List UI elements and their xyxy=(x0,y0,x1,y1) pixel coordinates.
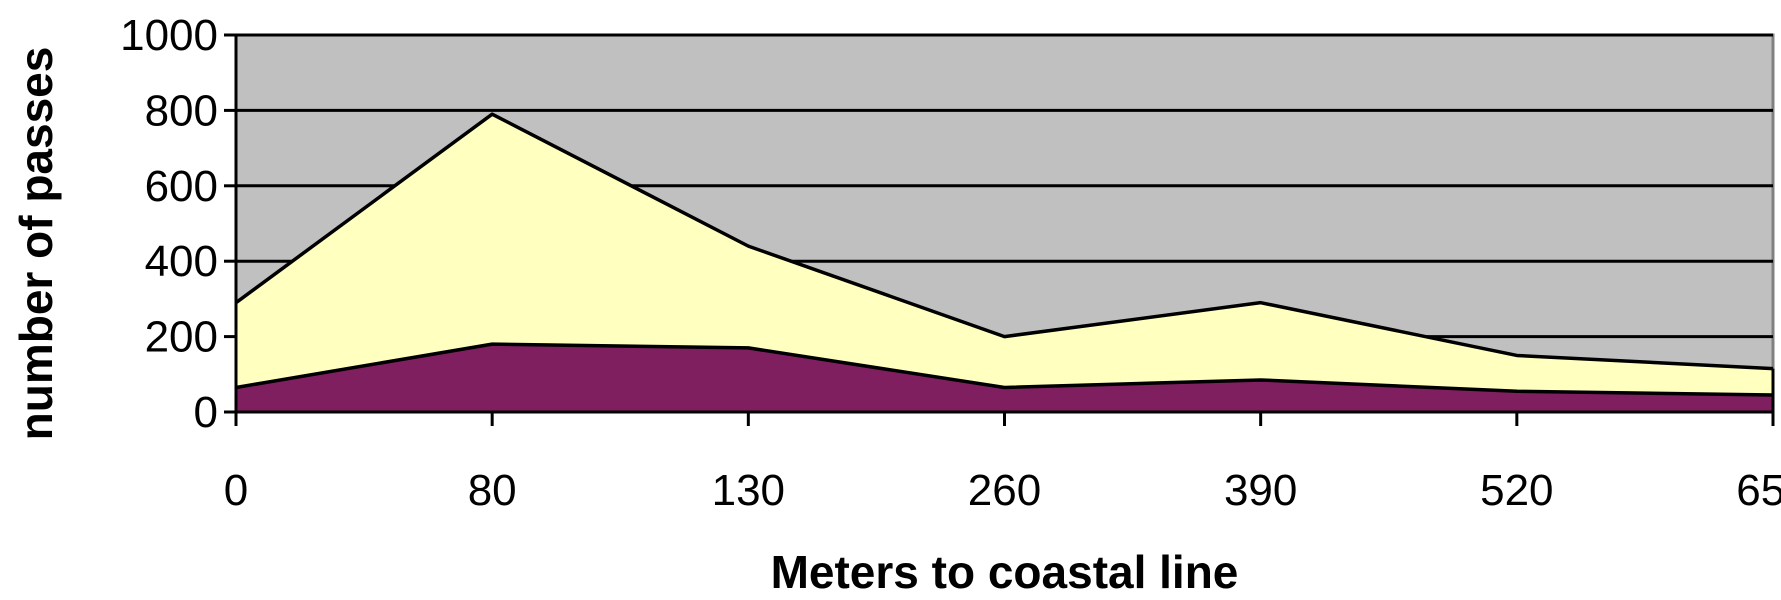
x-tick-label-0: 0 xyxy=(224,466,248,515)
x-tick-label-390: 390 xyxy=(1224,466,1297,515)
y-tick-label-1000: 1000 xyxy=(120,11,218,60)
y-tick-label-600: 600 xyxy=(145,162,218,211)
series-line-2 xyxy=(235,342,1774,397)
x-tick-label-520: 520 xyxy=(1480,466,1553,515)
series-area-2 xyxy=(236,344,1773,412)
tick-labels: 0 200 400 600 800 1000 0 80 130 260 390 520 650 xyxy=(120,11,1781,515)
x-tick-label-130: 130 xyxy=(712,466,785,515)
x-tick-label-650: 650 xyxy=(1736,466,1781,515)
y-tick-label-0: 0 xyxy=(194,388,218,437)
series-line-1 xyxy=(234,112,1774,371)
series-area-1 xyxy=(236,114,1773,413)
series-areas xyxy=(234,112,1775,413)
axes xyxy=(224,33,1775,426)
y-tick-label-400: 400 xyxy=(145,237,218,286)
y-axis-title: number of passes xyxy=(10,47,62,441)
x-axis-title: Meters to coastal line xyxy=(771,546,1239,598)
x-tick-label-260: 260 xyxy=(968,466,1041,515)
y-tick-label-800: 800 xyxy=(145,86,218,135)
x-tick-label-80: 80 xyxy=(468,466,517,515)
y-tick-label-200: 200 xyxy=(145,313,218,362)
